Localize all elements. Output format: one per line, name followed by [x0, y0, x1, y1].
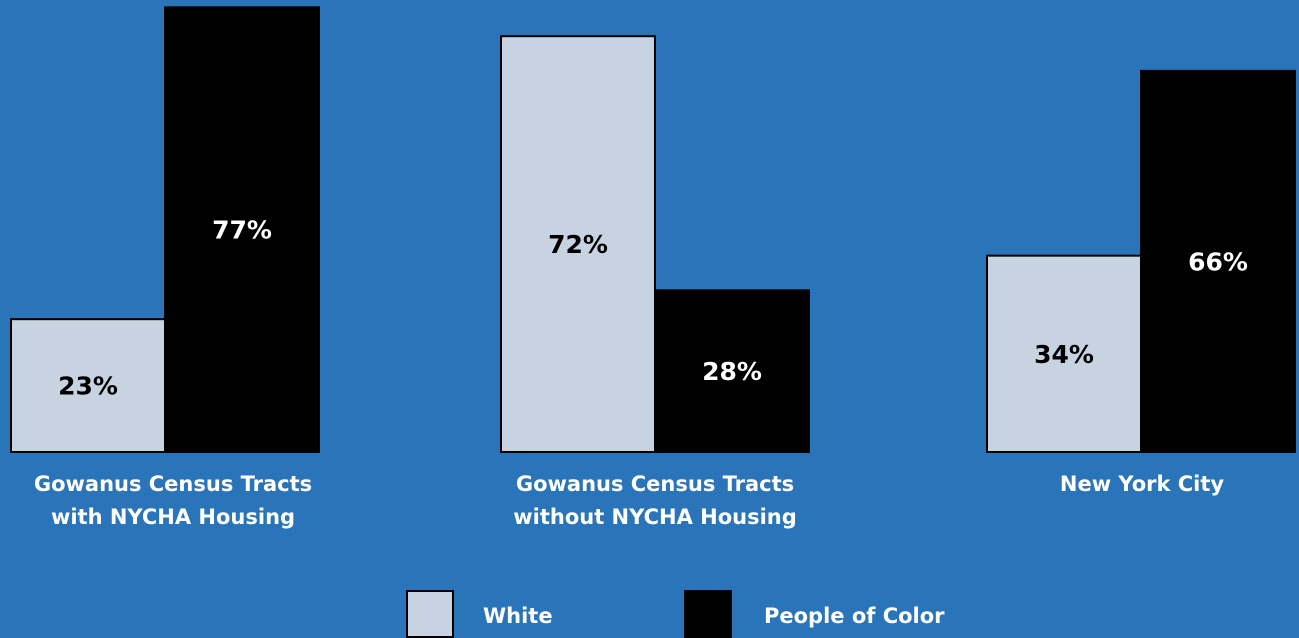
legend-swatch-people-of-color: [684, 590, 732, 638]
bar-value-label-people-of-color-1: 77%: [212, 216, 272, 245]
bar-people-of-color-1: [164, 6, 320, 453]
category-label-2: Gowanus Census Tracts without NYCHA Hous…: [513, 472, 797, 529]
bar-people-of-color-3: [1140, 69, 1296, 453]
bar-people-of-color-2: [654, 289, 810, 453]
bar-white-3: [986, 254, 1142, 453]
bar-value-label-people-of-color-2: 28%: [702, 357, 762, 386]
bar-white-1: [10, 318, 166, 453]
category-label-3: New York City: [1059, 472, 1225, 496]
legend-label-people-of-color: People of Color: [764, 604, 945, 628]
bar-white-2: [500, 35, 656, 453]
category-label-1: Gowanus Census Tracts with NYCHA Housing: [33, 472, 313, 529]
legend-label-white: White: [483, 604, 553, 628]
bar-value-label-people-of-color-3: 66%: [1188, 247, 1248, 276]
bar-value-label-white-2: 72%: [548, 230, 608, 259]
bar-value-label-white-1: 23%: [58, 372, 118, 401]
legend-swatch-white: [406, 590, 454, 638]
bar-value-label-white-3: 34%: [1034, 340, 1094, 369]
